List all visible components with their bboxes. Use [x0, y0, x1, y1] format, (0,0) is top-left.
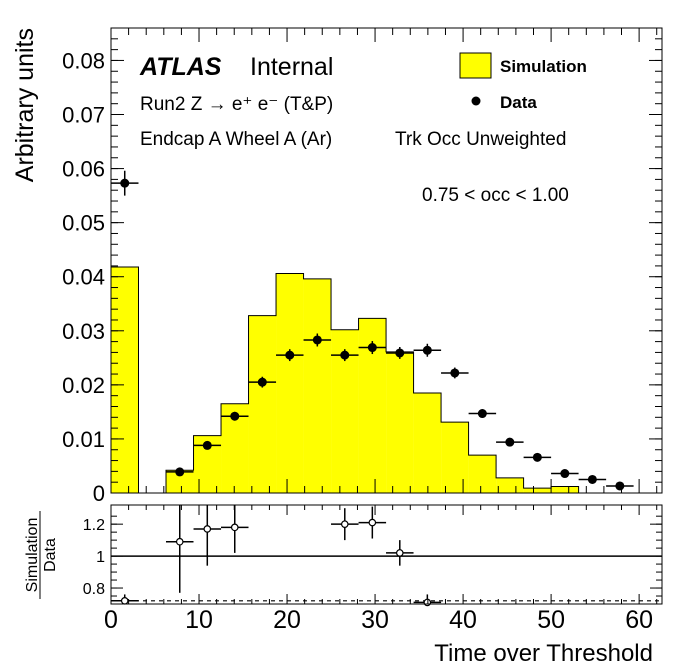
main-y-tick-label: 0.03	[62, 319, 105, 344]
ratio-y-tick-label: 1	[96, 549, 105, 566]
simulation-bin	[523, 488, 552, 493]
ratio-point	[395, 549, 404, 557]
data-point	[120, 178, 130, 188]
legend-simulation-swatch	[459, 52, 492, 79]
ratio-point	[175, 537, 184, 546]
ratio-y-tick-label: 0.8	[83, 581, 105, 598]
x-tick-label: 40	[449, 606, 477, 634]
simulation-bin	[166, 470, 194, 493]
legend: Simulation Data	[459, 52, 587, 112]
simulation-bin	[551, 486, 579, 493]
main-y-tick-label: 0.04	[62, 265, 105, 290]
x-axis-label: Time over Threshold	[434, 640, 653, 667]
ratio-axis-ticks	[110, 505, 662, 604]
x-tick-label: 50	[537, 606, 565, 634]
ratio-point	[230, 523, 239, 532]
data-point	[312, 335, 322, 345]
data-point	[615, 481, 625, 491]
simulation-bin	[303, 278, 332, 493]
main-axis-ticks	[110, 27, 662, 494]
data-point	[285, 350, 295, 360]
data-point	[422, 345, 432, 355]
atlas-logo: ATLAS	[139, 53, 222, 81]
main-y-tick-labels: 0 0.01 0.02 0.03 0.04 0.05 0.06 0.07 0.08	[62, 48, 105, 506]
simulation-outline	[110, 266, 662, 494]
x-tick-labels: 0 10 20 30 40 50 60	[104, 606, 653, 634]
annotation-run2-selection: Run2 Z → e⁺ e⁻ (T&P)	[140, 94, 333, 115]
main-y-tick-label: 0.02	[62, 373, 105, 398]
main-panel: 0 0.01 0.02 0.03 0.04 0.05 0.06 0.07 0.08 Arbitr…	[11, 27, 663, 506]
legend-simulation-label: Simulation	[500, 57, 587, 76]
data-point	[367, 343, 377, 353]
legend-data-label: Data	[500, 93, 537, 112]
x-tick-label: 60	[625, 606, 653, 634]
main-plot-frame	[110, 27, 663, 494]
ratio-point	[203, 525, 212, 533]
ratio-point	[423, 598, 432, 607]
main-y-tick-label: 0.06	[62, 157, 105, 182]
data-point	[532, 452, 542, 462]
ratio-y-axis-label: Simulation Data	[24, 511, 59, 599]
main-y-tick-label: 0.08	[62, 48, 105, 73]
y-axis-label: Arbitrary units	[11, 28, 39, 182]
annotation-occupancy-range: 0.75 < occ < 1.00	[422, 185, 569, 206]
main-y-tick-label: 0.01	[62, 427, 105, 452]
data-point	[505, 437, 515, 447]
atlas-internal-label: Internal	[250, 53, 333, 81]
data-point	[230, 411, 240, 421]
ratio-y-tick-label: 1.2	[83, 517, 105, 534]
ratio-point	[368, 518, 377, 527]
simulation-histogram	[110, 266, 662, 494]
main-y-tick-label: 0	[93, 481, 105, 506]
x-tick-label: 30	[361, 606, 389, 634]
data-point	[175, 467, 185, 477]
annotation-detector-region: Endcap A Wheel A (Ar)	[140, 129, 332, 150]
data-point	[587, 474, 597, 484]
simulation-bin	[468, 455, 497, 493]
annotation-weighting: Trk Occ Unweighted	[395, 129, 566, 150]
data-point	[202, 440, 212, 450]
ratio-point	[120, 597, 129, 605]
x-tick-label: 10	[185, 606, 213, 634]
data-point	[257, 377, 267, 387]
simulation-bin	[111, 266, 139, 493]
ratio-ylabel-numerator: Simulation	[24, 518, 41, 593]
ratio-y-tick-labels: 0.8 1 1.2	[83, 517, 105, 598]
simulation-bin	[413, 392, 442, 493]
simulation-bin	[441, 422, 469, 493]
x-tick-label: 20	[273, 606, 301, 634]
simulation-bin	[276, 273, 304, 493]
ratio-point	[340, 520, 349, 528]
ratio-plot-frame	[110, 504, 663, 605]
ratio-panel: 0.8 1 1.2 Simulation Data	[24, 504, 663, 607]
legend-data-marker	[471, 96, 481, 106]
data-point	[560, 469, 570, 479]
data-point	[340, 350, 350, 360]
ratio-points	[110, 505, 442, 607]
data-point	[450, 368, 460, 378]
simulation-bin	[386, 351, 414, 493]
simulation-bin	[496, 477, 524, 493]
simulation-bin	[248, 315, 277, 493]
main-y-tick-label: 0.05	[62, 211, 105, 236]
data-points	[110, 170, 634, 491]
data-point	[395, 348, 405, 358]
ratio-ylabel-denominator: Data	[42, 538, 59, 572]
x-tick-label: 0	[104, 606, 118, 634]
main-y-tick-label: 0.07	[62, 103, 105, 128]
data-point	[477, 409, 487, 419]
